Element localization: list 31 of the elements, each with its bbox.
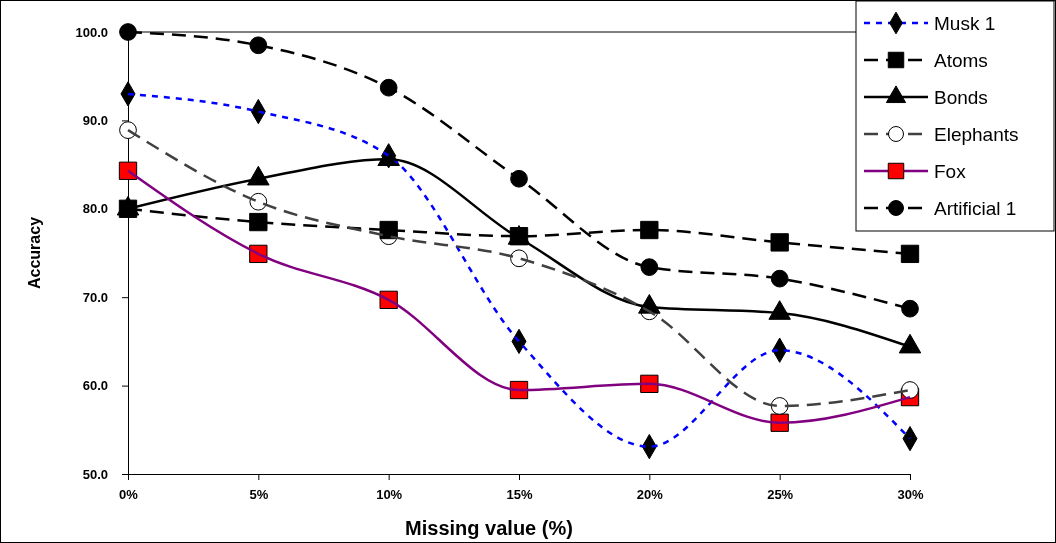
x-tick-label: 15% <box>506 486 533 502</box>
legend-label: Atoms <box>934 50 988 71</box>
y-tick-label: 90.0 <box>82 113 108 129</box>
point <box>249 36 268 55</box>
point <box>118 161 138 180</box>
y-tick-label: 80.0 <box>82 201 108 217</box>
x-tick-label: 30% <box>897 486 924 502</box>
point <box>770 269 789 288</box>
point <box>901 299 919 318</box>
y-tick-label: 100.0 <box>75 24 108 40</box>
legend-label: Musk 1 <box>934 13 996 34</box>
point <box>900 244 920 264</box>
y-tick-label: 60.0 <box>82 378 108 394</box>
point <box>770 233 789 252</box>
x-tick-label: 25% <box>767 486 794 502</box>
y-tick-label: 50.0 <box>82 466 108 482</box>
x-axis-title: Missing value (%) <box>405 517 573 539</box>
point <box>249 212 268 232</box>
x-tick-label: 0% <box>119 486 139 502</box>
point <box>640 258 659 276</box>
x-tick-label: 20% <box>636 486 664 502</box>
y-tick-label: 70.0 <box>82 289 108 305</box>
legend-label: Artificial 1 <box>934 198 1017 219</box>
point <box>640 220 659 240</box>
legend-label: Fox <box>934 161 967 182</box>
point <box>119 23 137 41</box>
y-axis-title: Accuracy <box>26 216 43 290</box>
legend-label: Bonds <box>934 87 988 108</box>
legend-label: Elephants <box>934 124 1019 145</box>
x-tick-label: 10% <box>376 486 403 502</box>
x-tick-label: 5% <box>249 486 269 502</box>
